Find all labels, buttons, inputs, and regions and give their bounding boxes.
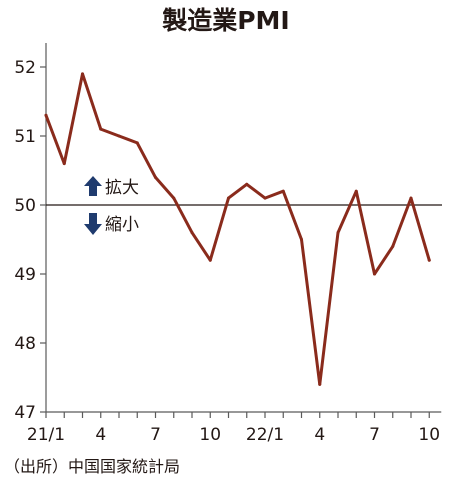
y-tick-label: 52 bbox=[14, 58, 36, 78]
legend-down-label: 縮小 bbox=[105, 215, 139, 235]
y-tick-label: 47 bbox=[14, 403, 36, 423]
data-point bbox=[154, 175, 157, 179]
data-point bbox=[427, 258, 431, 262]
source-note: （出所）中国国家統計局 bbox=[4, 457, 180, 476]
y-tick-label: 48 bbox=[14, 334, 36, 354]
data-point bbox=[81, 72, 84, 76]
x-tick-label: 4 bbox=[95, 425, 106, 445]
x-tick-label: 10 bbox=[418, 425, 440, 445]
legend: 拡大 縮小 bbox=[84, 176, 139, 235]
data-point bbox=[373, 272, 376, 276]
x-tick-label: 7 bbox=[369, 425, 380, 445]
x-tick-label: 4 bbox=[314, 425, 325, 445]
data-point bbox=[62, 162, 66, 166]
y-tick-label: 51 bbox=[14, 127, 36, 147]
data-point bbox=[281, 189, 285, 193]
data-point bbox=[336, 231, 340, 235]
down-arrow-icon bbox=[84, 213, 102, 235]
y-axis-ticks: 47 48 49 50 51 52 bbox=[14, 58, 46, 423]
x-axis-ticks: 21/1 4 7 10 22/1 4 7 10 bbox=[27, 412, 440, 445]
data-point bbox=[99, 127, 103, 131]
x-tick-label: 7 bbox=[150, 425, 161, 445]
data-point bbox=[409, 196, 413, 200]
data-point bbox=[263, 196, 267, 200]
data-point bbox=[391, 244, 395, 248]
data-point bbox=[300, 238, 303, 241]
y-tick-label: 50 bbox=[14, 196, 36, 216]
x-tick-label: 21/1 bbox=[27, 425, 65, 445]
series-line bbox=[44, 72, 431, 386]
data-point bbox=[135, 141, 139, 145]
up-arrow-icon bbox=[84, 176, 102, 196]
legend-up-label: 拡大 bbox=[105, 178, 139, 198]
data-point bbox=[208, 258, 212, 262]
x-tick-label: 10 bbox=[199, 425, 221, 445]
data-point bbox=[227, 196, 230, 200]
data-point bbox=[245, 182, 249, 186]
data-point bbox=[172, 196, 176, 200]
chart-title: 製造業PMI bbox=[161, 6, 290, 35]
x-tick-label: 22/1 bbox=[246, 425, 284, 445]
data-point bbox=[117, 134, 121, 138]
data-point bbox=[318, 382, 322, 386]
y-tick-label: 49 bbox=[14, 265, 36, 285]
data-point bbox=[354, 189, 358, 193]
data-point bbox=[44, 113, 48, 117]
series-layer bbox=[44, 72, 431, 386]
data-point bbox=[190, 231, 194, 235]
